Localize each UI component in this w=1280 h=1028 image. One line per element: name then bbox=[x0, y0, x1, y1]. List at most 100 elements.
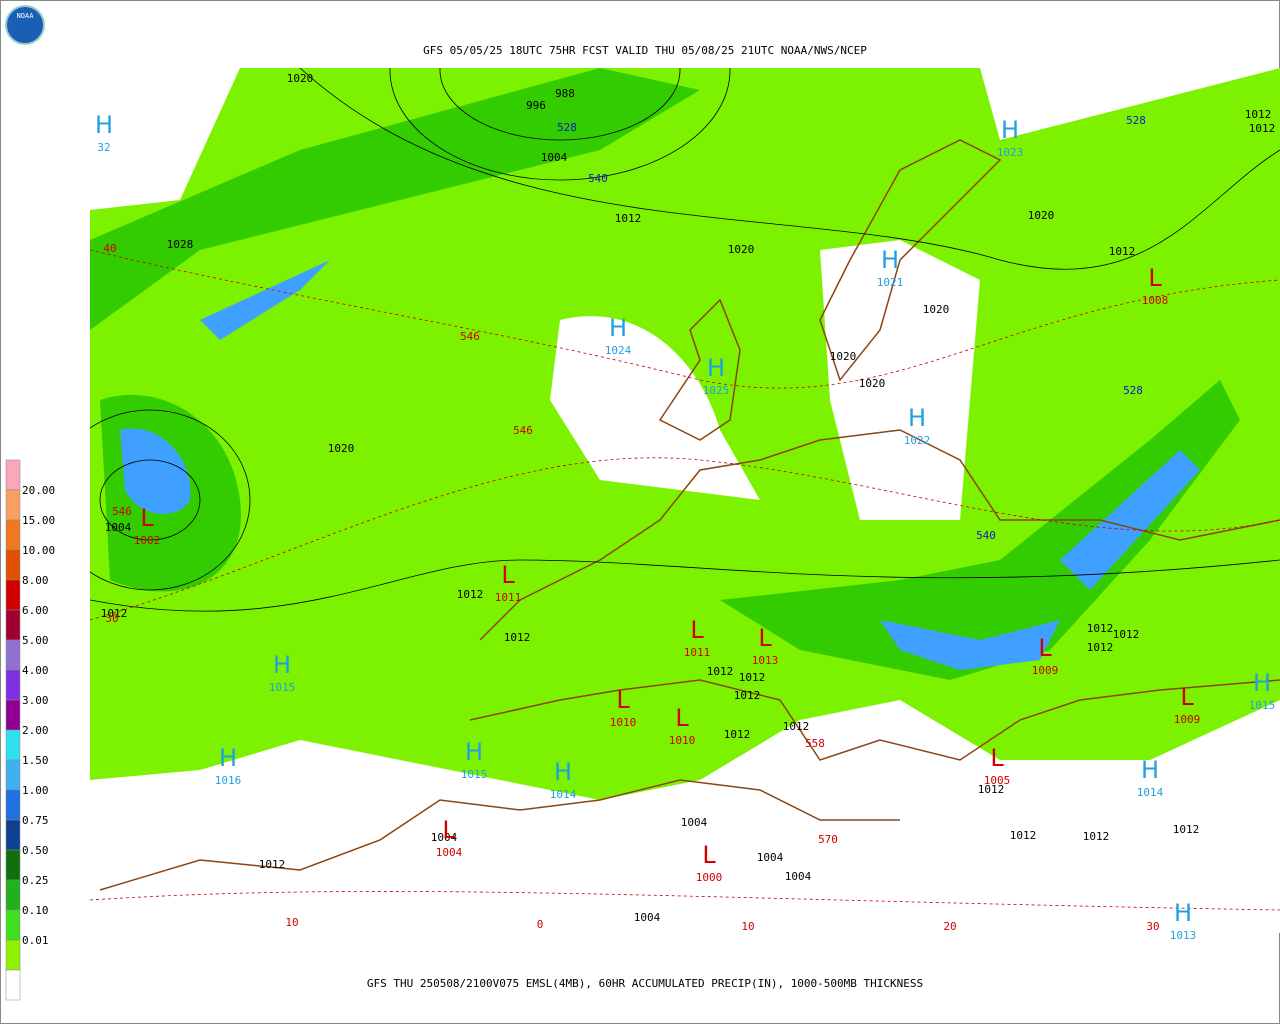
isobar-label: 1012 bbox=[724, 728, 751, 741]
thickness-label: 546 bbox=[112, 505, 132, 518]
pressure-center-value: 1013 bbox=[1170, 929, 1197, 942]
pressure-center-symbol: L bbox=[616, 686, 630, 714]
pressure-center-value: 1002 bbox=[134, 534, 161, 547]
isobar-label: 1012 bbox=[1087, 622, 1114, 635]
pressure-center-symbol: H bbox=[1253, 669, 1271, 697]
legend-swatch bbox=[5, 879, 21, 911]
legend-label: 0.50 bbox=[22, 844, 49, 857]
pressure-center-symbol: H bbox=[95, 111, 113, 139]
isobar-label: 1028 bbox=[167, 238, 194, 251]
legend-swatch bbox=[5, 579, 21, 611]
isobar-label: 1012 bbox=[615, 212, 642, 225]
isobar-label: 1004 bbox=[541, 151, 568, 164]
legend-swatch bbox=[5, 669, 21, 701]
legend-swatch bbox=[5, 639, 21, 671]
pressure-center-symbol: L bbox=[442, 816, 456, 844]
legend-label: 15.00 bbox=[22, 514, 55, 527]
isobar-label: 1012 bbox=[504, 631, 531, 644]
pressure-center-value: 1015 bbox=[1249, 699, 1276, 712]
isobar-label: 1020 bbox=[830, 350, 857, 363]
legend-label: 6.00 bbox=[22, 604, 49, 617]
thickness-label: 546 bbox=[513, 424, 533, 437]
isobar-label: 1012 bbox=[1109, 245, 1136, 258]
thickness-label: 30 bbox=[1146, 920, 1159, 933]
legend-swatch bbox=[5, 789, 21, 821]
logo-text: NOAA bbox=[17, 12, 35, 20]
pressure-center-symbol: H bbox=[609, 314, 627, 342]
pressure-center-symbol: H bbox=[554, 758, 572, 786]
pressure-center-symbol: L bbox=[690, 616, 704, 644]
isobar-label: 1004 bbox=[634, 911, 661, 924]
pressure-center-symbol: L bbox=[1148, 264, 1162, 292]
pressure-center-value: 32 bbox=[97, 141, 110, 154]
pressure-center-symbol: L bbox=[758, 624, 772, 652]
legend-swatch bbox=[5, 609, 21, 641]
legend-label: 3.00 bbox=[22, 694, 49, 707]
legend-swatch bbox=[5, 759, 21, 791]
pressure-center-value: 1023 bbox=[997, 146, 1024, 159]
thickness-label: 528 bbox=[1123, 384, 1143, 397]
pressure-center-symbol: L bbox=[675, 704, 689, 732]
thickness-label: 546 bbox=[460, 330, 480, 343]
thickness-label: 528 bbox=[1126, 114, 1146, 127]
pressure-center-value: 1014 bbox=[550, 788, 577, 801]
isobar-label: 1004 bbox=[431, 831, 458, 844]
legend-swatch bbox=[5, 699, 21, 731]
pressure-center-value: 1015 bbox=[461, 768, 488, 781]
pressure-center-symbol: H bbox=[1141, 756, 1159, 784]
legend-label: 2.00 bbox=[22, 724, 49, 737]
legend-label: 0.25 bbox=[22, 874, 49, 887]
isobar-label: 1004 bbox=[681, 816, 708, 829]
legend-label: 0.75 bbox=[22, 814, 49, 827]
pressure-center-symbol: L bbox=[1180, 683, 1194, 711]
legend-label: 10.00 bbox=[22, 544, 55, 557]
pressure-center-value: 1024 bbox=[605, 344, 632, 357]
isobar-label: 1012 bbox=[101, 607, 128, 620]
pressure-center-value: 1011 bbox=[684, 646, 711, 659]
thickness-label: 570 bbox=[818, 833, 838, 846]
legend-label: 4.00 bbox=[22, 664, 49, 677]
pressure-center-value: 1021 bbox=[877, 276, 904, 289]
pressure-center-value: 1011 bbox=[495, 591, 522, 604]
pressure-center-symbol: H bbox=[1001, 116, 1019, 144]
pressure-center-value: 1009 bbox=[1174, 713, 1201, 726]
pressure-center-value: 1009 bbox=[1032, 664, 1059, 677]
thickness-label: 540 bbox=[976, 529, 996, 542]
thickness-label: 558 bbox=[805, 737, 825, 750]
isobar-label: 1012 bbox=[1083, 830, 1110, 843]
legend: 20.00 15.00 10.00 8.00 6.00 5.00 4.00 3.00 2.00 1… bbox=[5, 459, 55, 1001]
pressure-center-symbol: L bbox=[140, 504, 154, 532]
pressure-center-symbol: H bbox=[219, 744, 237, 772]
isobar-label: 1012 bbox=[1113, 628, 1140, 641]
pressure-center-value: 1010 bbox=[610, 716, 637, 729]
legend-label: 5.00 bbox=[22, 634, 49, 647]
isobar-label: 1020 bbox=[328, 442, 355, 455]
isobar-label: 1004 bbox=[757, 851, 784, 864]
pressure-center-symbol: H bbox=[908, 404, 926, 432]
pressure-center-symbol: L bbox=[990, 744, 1004, 772]
isobar-label: 1004 bbox=[785, 870, 812, 883]
pressure-center-value: 1015 bbox=[269, 681, 296, 694]
isobar-label: 1012 bbox=[457, 588, 484, 601]
legend-label: 0.10 bbox=[22, 904, 49, 917]
pressure-center-value: 1016 bbox=[215, 774, 242, 787]
pressure-center-symbol: L bbox=[1038, 634, 1052, 662]
isobar-label: 1020 bbox=[728, 243, 755, 256]
isobar-label: 1020 bbox=[923, 303, 950, 316]
thickness-label: 10 bbox=[741, 920, 754, 933]
thickness-label: 10 bbox=[285, 916, 298, 929]
legend-label: 0.01 bbox=[22, 934, 49, 947]
legend-swatch bbox=[5, 969, 21, 1001]
pressure-center-value: 1004 bbox=[436, 846, 463, 859]
isobar-label: 988 bbox=[555, 87, 575, 100]
legend-label: 20.00 bbox=[22, 484, 55, 497]
pressure-center-symbol: L bbox=[702, 841, 716, 869]
map-footer: GFS THU 250508/2100V075 EMSL(4MB), 60HR … bbox=[367, 977, 923, 990]
thickness-label: 0 bbox=[537, 918, 544, 931]
pressure-center-value: 1008 bbox=[1142, 294, 1169, 307]
pressure-center-value: 1005 bbox=[984, 774, 1011, 787]
pressure-center-symbol: H bbox=[273, 651, 291, 679]
pressure-center-value: 1014 bbox=[1137, 786, 1164, 799]
